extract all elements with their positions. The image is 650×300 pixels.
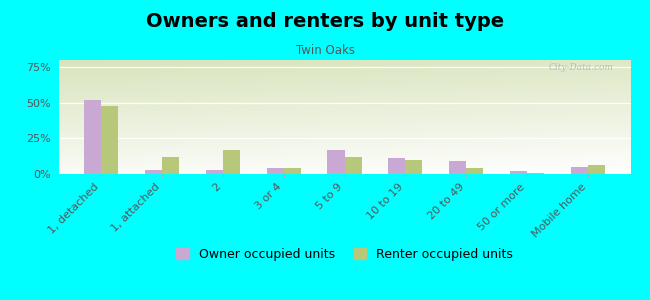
Bar xyxy=(388,158,406,174)
Bar xyxy=(283,168,301,174)
Text: Owners and renters by unit type: Owners and renters by unit type xyxy=(146,12,504,31)
Bar xyxy=(527,172,544,174)
Bar xyxy=(328,150,345,174)
Bar xyxy=(223,150,240,174)
Bar xyxy=(162,157,179,174)
Bar xyxy=(344,157,361,174)
Bar xyxy=(466,168,483,174)
Bar xyxy=(449,161,466,174)
Bar xyxy=(510,171,527,174)
Legend: Owner occupied units, Renter occupied units: Owner occupied units, Renter occupied un… xyxy=(172,244,517,265)
Bar xyxy=(101,106,118,174)
Bar xyxy=(571,167,588,174)
Bar xyxy=(206,170,223,174)
Bar xyxy=(266,168,283,174)
Bar xyxy=(406,160,423,174)
Text: Twin Oaks: Twin Oaks xyxy=(296,44,354,56)
Bar xyxy=(84,100,101,174)
Bar xyxy=(588,165,605,174)
Bar xyxy=(145,170,162,174)
Text: City-Data.com: City-Data.com xyxy=(549,63,614,72)
